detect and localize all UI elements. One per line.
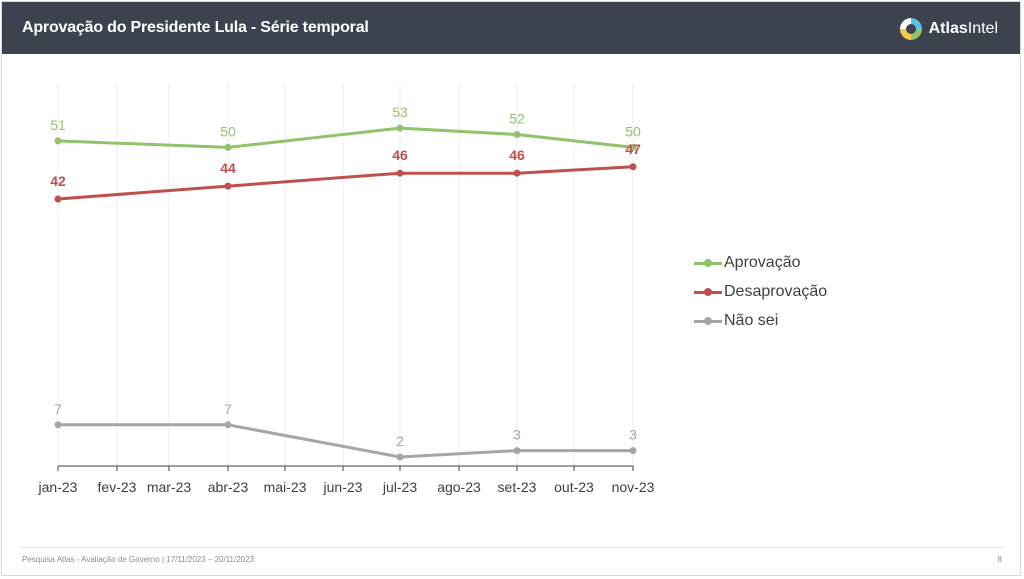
x-tick-label-abr-23: abr-23 (208, 479, 249, 495)
legend-label: Aprovação (724, 253, 801, 271)
legend-marker-aprovacao (694, 256, 722, 270)
legend-item-nao-sei: Não sei (694, 306, 827, 335)
series-line-nao-sei (58, 423, 633, 459)
atlasintel-logo-icon (899, 18, 922, 40)
data-label-desaprovacao-abr-23: 44 (220, 160, 236, 176)
chart-data-labels: 51 50 53 52 50 42 44 46 46 47 7 7 2 3 3 (50, 104, 641, 449)
legend-label: Não sei (724, 311, 779, 329)
chart-gridlines (57, 82, 634, 466)
brand-logo: AtlasIntel (899, 16, 998, 42)
x-tick-label-jan-23: jan-23 (38, 479, 78, 495)
page-number: 8 (997, 555, 1002, 564)
page-title: Aprovação do Presidente Lula - Série tem… (22, 19, 369, 36)
data-point-aprovacao-jan-23 (54, 137, 62, 145)
data-label-aprovacao-set-23: 52 (509, 111, 525, 127)
series-line-aprovacao (57, 126, 634, 149)
x-tick-label-jul-23: jul-23 (382, 479, 417, 495)
data-point-nao-sei-jan-23 (54, 421, 62, 429)
data-label-aprovacao-jul-23: 53 (392, 104, 408, 120)
legend-item-aprovacao: Aprovação (694, 248, 827, 277)
data-label-aprovacao-jan-23: 51 (50, 117, 66, 133)
line-chart: jan-23 fev-23 mar-23 abr-23 mai-23 jun-23 jul-… (38, 82, 655, 495)
data-label-nao-sei-abr-23: 7 (224, 401, 232, 417)
brand-name-regular: Intel (967, 20, 998, 37)
brand-name-bold: Atlas (928, 20, 968, 37)
data-point-desaprovacao-jul-23 (396, 169, 404, 177)
data-label-desaprovacao-nov-23: 47 (625, 141, 641, 157)
legend-marker-nao-sei (694, 314, 722, 328)
data-point-nao-sei-jul-23 (396, 453, 404, 461)
data-label-nao-sei-set-23: 3 (513, 427, 521, 443)
x-tick-label-mai-23: mai-23 (264, 479, 307, 495)
brand-name: AtlasIntel (929, 20, 998, 38)
data-point-aprovacao-abr-23 (224, 143, 232, 151)
data-label-desaprovacao-set-23: 46 (509, 147, 525, 163)
data-label-aprovacao-abr-23: 50 (220, 123, 236, 139)
legend-marker-desaprovacao (694, 285, 722, 299)
data-point-desaprovacao-nov-23 (629, 163, 637, 171)
data-point-nao-sei-nov-23 (629, 447, 637, 455)
data-label-nao-sei-jan-23: 7 (54, 401, 62, 417)
x-tick-label-ago-23: ago-23 (437, 479, 481, 495)
x-tick-label-mar-23: mar-23 (147, 479, 192, 495)
x-tick-label-out-23: out-23 (554, 479, 594, 495)
data-label-desaprovacao-jul-23: 46 (392, 147, 408, 163)
footer-source: Pesquisa Atlas - Avaliação de Governo | … (22, 555, 255, 564)
series-line-desaprovacao (57, 165, 634, 201)
data-label-nao-sei-nov-23: 3 (629, 427, 637, 443)
legend-item-desaprovacao: Desaprovação (694, 277, 827, 306)
data-point-aprovacao-nov-23 (629, 143, 637, 151)
data-point-desaprovacao-abr-23 (224, 182, 232, 190)
chart-legend: Aprovação Desaprovação Não sei (694, 248, 827, 335)
data-label-nao-sei-jul-23: 2 (396, 433, 404, 449)
data-point-aprovacao-jul-23 (396, 124, 404, 132)
header-bar: Aprovação do Presidente Lula - Série tem… (2, 2, 1020, 54)
data-point-desaprovacao-jan-23 (54, 195, 62, 203)
data-label-aprovacao-nov-23: 50 (625, 123, 641, 139)
x-tick-label-fev-23: fev-23 (98, 479, 137, 495)
chart-x-axis: jan-23 fev-23 mar-23 abr-23 mai-23 jun-23 jul-… (38, 465, 655, 495)
x-tick-label-nov-23: nov-23 (612, 479, 655, 495)
data-label-desaprovacao-jan-23: 42 (50, 173, 66, 189)
data-point-nao-sei-abr-23 (224, 421, 232, 429)
data-point-nao-sei-set-23 (513, 447, 521, 455)
data-point-aprovacao-set-23 (513, 131, 521, 138)
x-tick-label-jun-23: jun-23 (323, 479, 363, 495)
chart-series (54, 124, 637, 461)
x-tick-label-set-23: set-23 (498, 479, 537, 495)
data-point-desaprovacao-set-23 (513, 169, 521, 177)
footer-divider (20, 547, 1004, 548)
legend-label: Desaprovação (724, 282, 828, 300)
